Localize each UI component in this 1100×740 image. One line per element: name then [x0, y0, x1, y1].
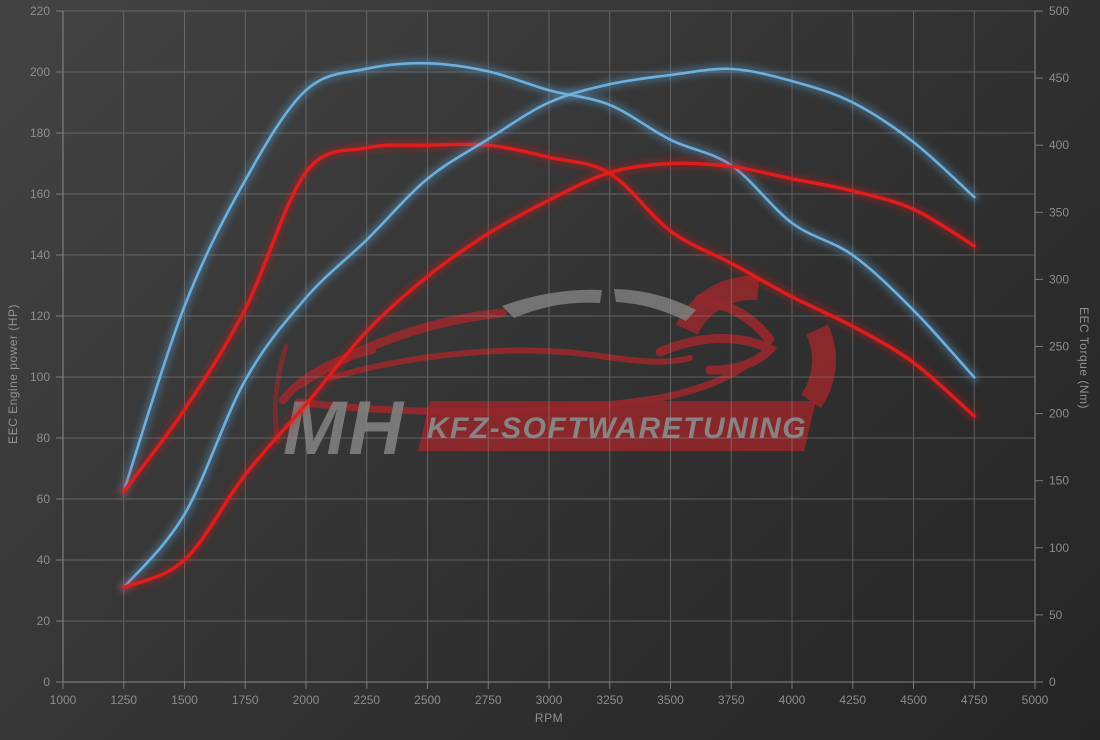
axis-frame — [56, 10, 1043, 689]
x-tick-label: 4250 — [839, 693, 866, 707]
x-tick-label: 1250 — [110, 693, 137, 707]
x-tick-label: 3250 — [596, 693, 623, 707]
left-tick-label: 0 — [43, 675, 50, 689]
right-tick-label: 100 — [1049, 541, 1069, 555]
right-tick-label: 450 — [1049, 71, 1069, 85]
x-tick-label: 2500 — [414, 693, 441, 707]
left-tick-label: 100 — [30, 370, 50, 384]
right-tick-label: 300 — [1049, 272, 1069, 286]
left-tick-label: 140 — [30, 248, 50, 262]
left-axis-title: EEC Engine power (HP) — [6, 304, 20, 444]
power-red-stock-curve — [122, 161, 976, 590]
left-tick-label: 160 — [30, 187, 50, 201]
tick-labels: 0 20 40 60 80 100 120 140 160 180 200 220 0 50 100 150 2… — [30, 4, 1069, 707]
x-tick-label: 3750 — [718, 693, 745, 707]
x-tick-label: 4000 — [779, 693, 806, 707]
left-tick-label: 80 — [37, 431, 51, 445]
x-tick-label: 3500 — [657, 693, 684, 707]
torque-blue-tuned-curve — [122, 61, 976, 493]
right-tick-label: 500 — [1049, 4, 1069, 18]
x-tick-label: 5000 — [1022, 693, 1049, 707]
roof-glass — [502, 289, 696, 321]
right-tick-label: 150 — [1049, 474, 1069, 488]
left-tick-label: 40 — [37, 553, 51, 567]
x-tick-label: 2750 — [475, 693, 502, 707]
x-tick-label: 3000 — [536, 693, 563, 707]
right-tick-label: 400 — [1049, 138, 1069, 152]
left-tick-label: 60 — [37, 492, 51, 506]
right-tick-label: 200 — [1049, 407, 1069, 421]
watermark-logo: MH KFZ-SOFTWARETUNING — [272, 276, 836, 471]
left-tick-label: 220 — [30, 4, 50, 18]
right-tick-label: 50 — [1049, 608, 1063, 622]
right-tick-label: 350 — [1049, 205, 1069, 219]
tagline-text: KFZ-SOFTWARETUNING — [427, 412, 807, 445]
x-tick-label: 4500 — [900, 693, 927, 707]
x-tick-label: 1000 — [50, 693, 77, 707]
left-tick-label: 20 — [37, 614, 51, 628]
x-axis-title: RPM — [535, 711, 563, 725]
x-tick-label: 4750 — [961, 693, 988, 707]
gauge-ring — [675, 276, 836, 409]
x-tick-label: 1500 — [171, 693, 198, 707]
left-tick-label: 200 — [30, 65, 50, 79]
power-torque-curves — [118, 58, 980, 593]
brand-text: MH — [283, 386, 405, 471]
x-tick-label: 1750 — [232, 693, 259, 707]
x-tick-label: 2000 — [293, 693, 320, 707]
right-axis-title: EEC Torque (Nm) — [1077, 307, 1091, 409]
power-blue-tuned-curve — [122, 67, 976, 589]
right-tick-label: 0 — [1049, 675, 1056, 689]
x-tick-label: 2250 — [353, 693, 380, 707]
right-tick-label: 250 — [1049, 340, 1069, 354]
torque-red-stock-curve — [122, 142, 976, 494]
left-tick-label: 180 — [30, 126, 50, 140]
left-tick-label: 120 — [30, 309, 50, 323]
